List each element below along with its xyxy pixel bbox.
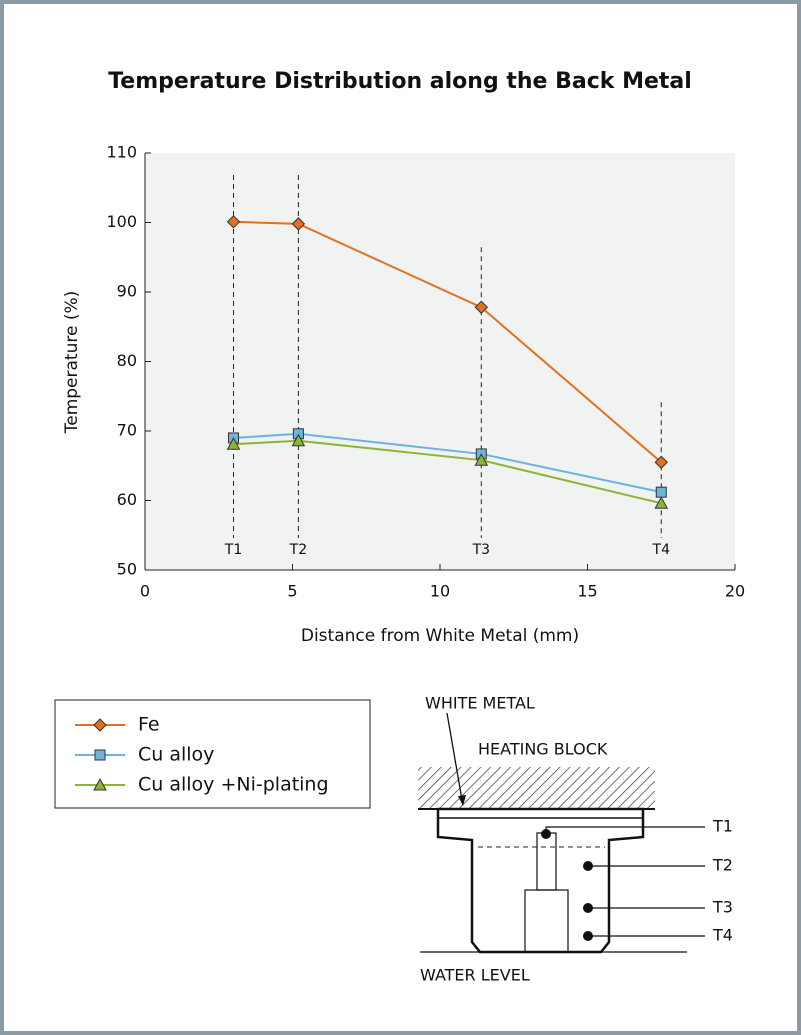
diagram-label: WATER LEVEL bbox=[420, 966, 530, 985]
y-tick-label: 110 bbox=[106, 143, 137, 162]
series-line bbox=[233, 439, 662, 505]
marker bbox=[474, 453, 489, 466]
legend-label: Cu alloy bbox=[138, 744, 214, 766]
legend-label: Cu alloy +Ni-plating bbox=[138, 774, 329, 796]
diagram-label: T2 bbox=[712, 856, 733, 875]
x-tick-label: 0 bbox=[140, 582, 150, 601]
x-tick-label: 5 bbox=[287, 582, 297, 601]
x-tick-label: 15 bbox=[577, 582, 597, 601]
marker bbox=[291, 217, 306, 231]
diagram-label: T3 bbox=[712, 898, 733, 917]
thermocouple-base bbox=[524, 889, 569, 953]
y-tick-label: 70 bbox=[117, 421, 137, 440]
y-axis-label: Temperature (%) bbox=[62, 291, 82, 435]
legend-label: Fe bbox=[138, 714, 160, 736]
thermocouple bbox=[536, 832, 557, 891]
arrow-head bbox=[458, 795, 466, 806]
marker bbox=[654, 455, 668, 469]
y-tick-label: 50 bbox=[117, 560, 137, 579]
position-label: T1 bbox=[224, 542, 242, 558]
position-label: T2 bbox=[289, 542, 307, 558]
series-line bbox=[233, 432, 662, 494]
marker bbox=[226, 215, 241, 229]
arrow-line bbox=[446, 712, 463, 801]
marker bbox=[655, 486, 667, 498]
y-tick-label: 100 bbox=[106, 212, 137, 231]
x-tick-label: 20 bbox=[725, 582, 745, 601]
y-tick-label: 60 bbox=[117, 490, 137, 509]
marker bbox=[474, 300, 489, 314]
position-label: T3 bbox=[472, 542, 490, 558]
x-axis-label: Distance from White Metal (mm) bbox=[301, 626, 579, 646]
specimen bbox=[436, 807, 645, 954]
y-tick-label: 90 bbox=[117, 282, 137, 301]
diagram-label: HEATING BLOCK bbox=[478, 740, 608, 759]
diagram: WHITE METAL HEATING BLOCK T1 T2 T3 T4 WA… bbox=[418, 694, 733, 985]
leader-line bbox=[545, 826, 705, 834]
legend-marker bbox=[94, 749, 106, 761]
position-label: T4 bbox=[652, 542, 671, 558]
chart-title: Temperature Distribution along the Back … bbox=[108, 69, 692, 94]
x-tick-label: 10 bbox=[430, 582, 450, 601]
marker bbox=[654, 496, 669, 509]
legend-marker bbox=[93, 718, 107, 732]
marker bbox=[291, 433, 306, 447]
diagram-label: WHITE METAL bbox=[425, 694, 535, 713]
marker bbox=[226, 437, 241, 450]
series-line bbox=[233, 220, 662, 464]
diagram-label: T4 bbox=[712, 926, 733, 945]
y-tick-label: 80 bbox=[117, 351, 137, 370]
legend-marker bbox=[93, 777, 107, 791]
heating-block bbox=[418, 767, 655, 809]
diagram-label: T1 bbox=[712, 817, 733, 836]
